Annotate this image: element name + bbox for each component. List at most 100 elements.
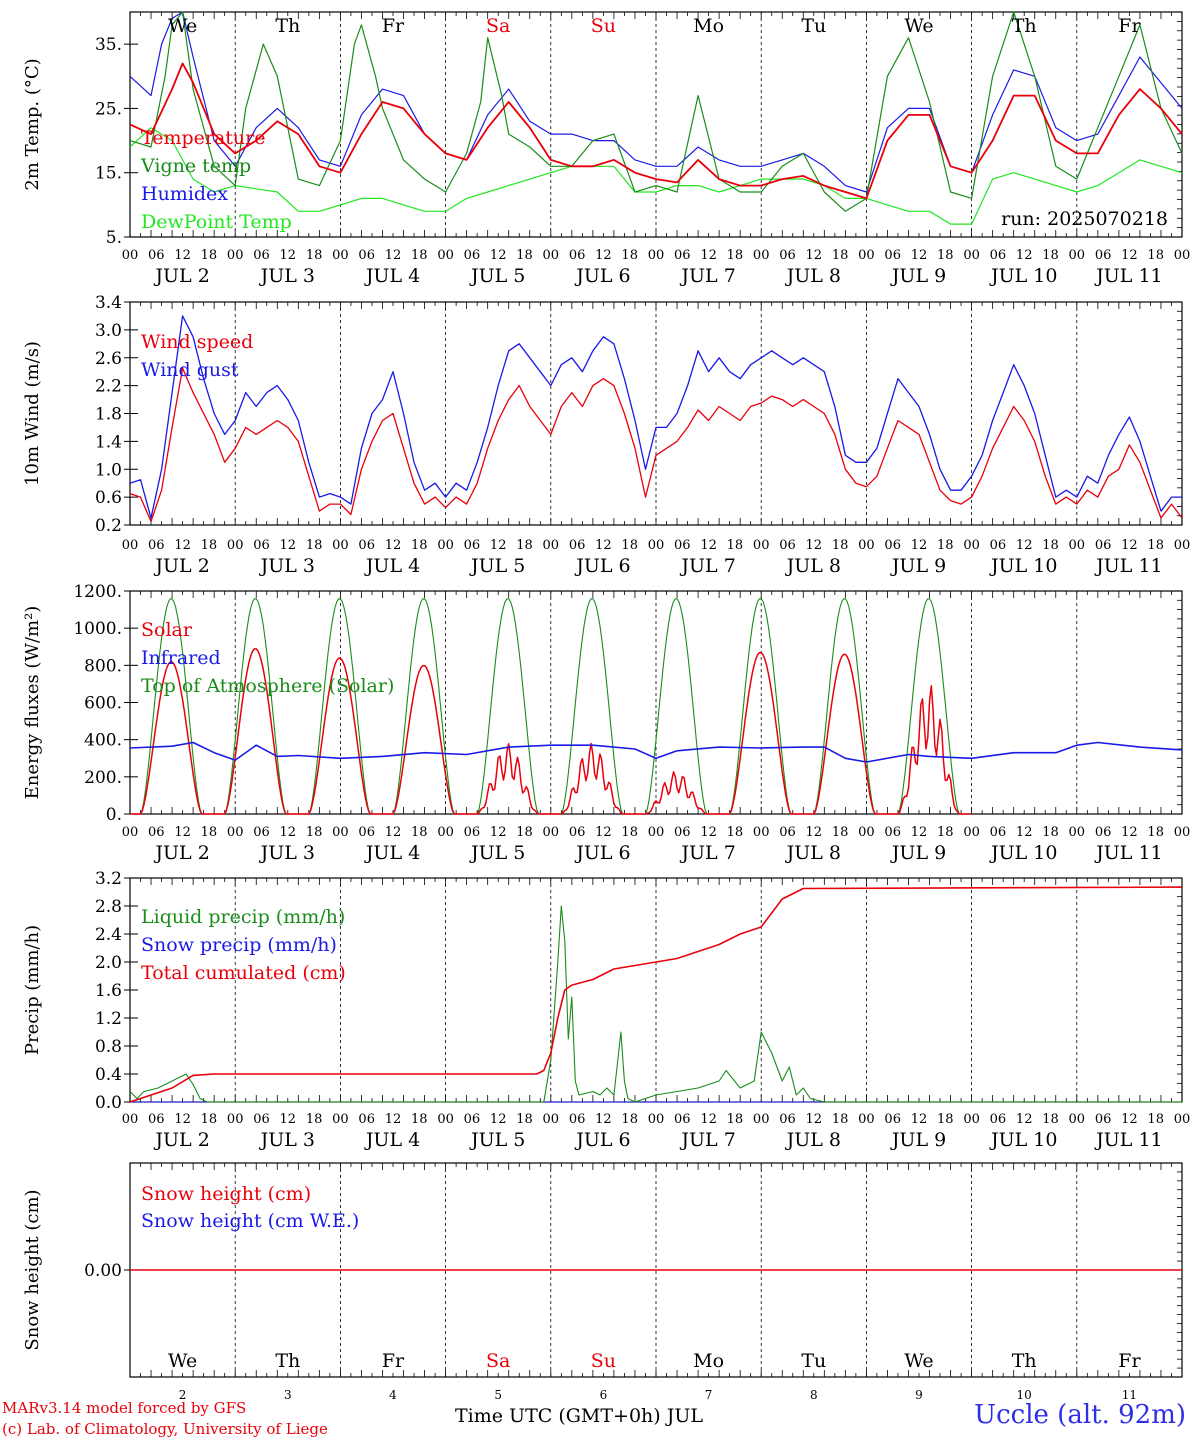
wind-speed-line	[129, 367, 1183, 523]
hour-tick-label: 06	[884, 1112, 901, 1127]
hour-tick-label: 06	[1095, 248, 1112, 263]
hour-tick-label: 00	[332, 538, 349, 553]
hour-tick-label: 18	[1042, 538, 1059, 553]
hour-tick-label: 18	[1042, 248, 1059, 263]
hour-tick-label: 18	[1042, 1112, 1059, 1127]
hour-tick-label: 00	[963, 248, 980, 263]
hour-tick-label: 18	[1147, 538, 1164, 553]
hour-tick-label: 12	[911, 1112, 928, 1127]
y-tick-label: 2.6	[95, 349, 122, 369]
weekday-label: Mo	[693, 15, 724, 37]
date-label: JUL 7	[679, 555, 735, 577]
legend-entry: Total cumulated (cm)	[141, 962, 346, 984]
weekday-label: Th	[1012, 15, 1037, 37]
hour-tick-label: 06	[148, 1112, 165, 1127]
date-label: JUL 10	[989, 842, 1057, 864]
hour-tick-label: 00	[437, 248, 454, 263]
weekday-label: Th	[275, 1350, 300, 1372]
hour-tick-label: 12	[280, 1112, 297, 1127]
hour-tick-label: 12	[595, 538, 612, 553]
hour-tick-label: 18	[621, 248, 638, 263]
date-label: JUL 5	[469, 555, 525, 577]
humidex-line	[129, 11, 1183, 193]
hour-tick-label: 12	[806, 1112, 823, 1127]
hour-tick-label: 00	[858, 248, 875, 263]
total-cumulated-line	[129, 886, 1183, 1103]
hour-tick-label: 06	[674, 1112, 691, 1127]
date-label: JUL 8	[785, 1129, 841, 1151]
date-label: JUL 9	[890, 1129, 946, 1151]
hour-tick-label: 00	[227, 248, 244, 263]
y-tick-label: 1.0	[95, 460, 122, 480]
hour-tick-label: 12	[911, 538, 928, 553]
hour-tick-label: 06	[358, 538, 375, 553]
vigne-temp-line	[129, 11, 1183, 212]
date-label: JUL 11	[1094, 265, 1162, 287]
date-label: JUL 11	[1094, 842, 1162, 864]
hour-tick-label: 18	[411, 825, 428, 840]
legend-entry: Snow height (cm)	[141, 1183, 311, 1205]
legend-entry: Snow precip (mm/h)	[141, 934, 337, 956]
date-label: JUL 11	[1094, 555, 1162, 577]
hour-tick-label: 18	[621, 825, 638, 840]
hour-tick-label: 06	[990, 538, 1007, 553]
hour-tick-label: 00	[543, 538, 560, 553]
hour-tick-label: 00	[227, 825, 244, 840]
day-number-label: 3	[284, 1388, 292, 1402]
day-number-label: 9	[915, 1388, 923, 1402]
hour-tick-label: 12	[1121, 825, 1138, 840]
hour-tick-label: 06	[779, 248, 796, 263]
y-axis-label: 2m Temp. (°C)	[22, 58, 43, 190]
weekday-label: Su	[591, 15, 616, 37]
legend-entry: Temperature	[141, 127, 265, 149]
hour-tick-label: 06	[674, 538, 691, 553]
hour-tick-label: 18	[937, 538, 954, 553]
hour-tick-label: 18	[1042, 825, 1059, 840]
date-label: JUL 10	[989, 1129, 1057, 1151]
hour-tick-label: 00	[122, 1112, 139, 1127]
hour-tick-label: 12	[280, 825, 297, 840]
date-label: JUL 4	[364, 842, 420, 864]
legend-entry: Wind speed	[141, 331, 253, 353]
hour-tick-label: 00	[753, 248, 770, 263]
hour-tick-label: 06	[1095, 825, 1112, 840]
y-axis-label: Energy fluxes (W/m²)	[22, 606, 43, 800]
date-label: JUL 9	[890, 555, 946, 577]
weekday-label: Th	[1012, 1350, 1037, 1372]
weekday-label: Fr	[1118, 15, 1141, 37]
hour-tick-label: 12	[1016, 248, 1033, 263]
hour-tick-label: 12	[490, 248, 507, 263]
hour-tick-label: 12	[911, 825, 928, 840]
hour-tick-label: 12	[385, 538, 402, 553]
hour-tick-label: 12	[1121, 248, 1138, 263]
hour-tick-label: 18	[516, 1112, 533, 1127]
hour-tick-label: 00	[227, 1112, 244, 1127]
hour-tick-label: 18	[411, 538, 428, 553]
hour-tick-label: 06	[1095, 538, 1112, 553]
time-axis-title: Time UTC (GMT+0h) JUL	[455, 1405, 703, 1427]
hour-tick-label: 06	[990, 1112, 1007, 1127]
hour-tick-label: 18	[1147, 1112, 1164, 1127]
hour-tick-label: 00	[858, 538, 875, 553]
hour-tick-label: 18	[201, 538, 218, 553]
temperature-line	[129, 62, 1183, 200]
day-number-label: 8	[810, 1388, 818, 1402]
hour-tick-label: 06	[358, 825, 375, 840]
weekday-label: We	[168, 1350, 197, 1372]
hour-tick-label: 18	[727, 538, 744, 553]
hour-tick-label: 12	[280, 248, 297, 263]
hour-tick-label: 00	[122, 825, 139, 840]
y-tick-label: 0.2	[95, 516, 122, 536]
hour-tick-label: 06	[569, 1112, 586, 1127]
hour-tick-label: 18	[621, 538, 638, 553]
hour-tick-label: 00	[858, 1112, 875, 1127]
y-tick-label: 1.6	[95, 981, 122, 1001]
y-tick-label: 5.	[106, 228, 122, 248]
hour-tick-label: 00	[1069, 248, 1086, 263]
hour-tick-label: 12	[806, 248, 823, 263]
hour-tick-label: 06	[464, 248, 481, 263]
hour-tick-label: 18	[411, 1112, 428, 1127]
lab-credit: (c) Lab. of Climatology, University of L…	[2, 1420, 328, 1438]
hour-tick-label: 00	[332, 1112, 349, 1127]
date-label: JUL 2	[153, 1129, 209, 1151]
